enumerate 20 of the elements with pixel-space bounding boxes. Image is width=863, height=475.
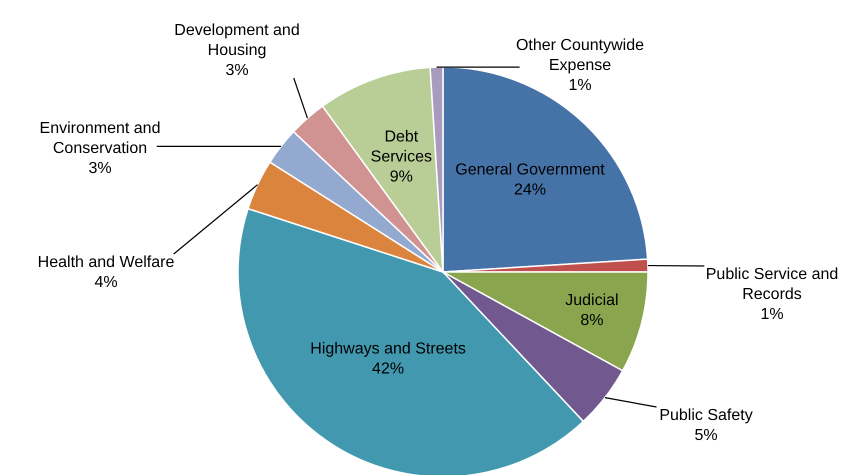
data-label: 4% — [94, 274, 118, 291]
data-label: 24% — [514, 181, 546, 198]
slice-label: Environment and Conservation — [40, 120, 160, 157]
data-label: 9% — [390, 168, 413, 186]
data-label: 3% — [88, 160, 112, 177]
slice-label: Development and Housing — [174, 22, 300, 59]
slice-label: Public Service and Records — [706, 266, 838, 303]
data-label: 3% — [225, 62, 249, 79]
data-label: 42% — [372, 360, 404, 378]
slice-label: Public Safety — [659, 407, 753, 424]
slice-label: Health and Welfare — [38, 254, 174, 271]
slice-label: Highways and Streets — [310, 340, 466, 358]
data-label: 8% — [580, 312, 604, 330]
slice-label: General Government — [455, 161, 606, 178]
data-label: 1% — [760, 306, 784, 323]
data-label: 5% — [694, 427, 718, 444]
slice-label: Other Countywide Expense — [516, 37, 644, 74]
data-label: 1% — [568, 77, 592, 94]
slice-label: Debt Services — [370, 128, 432, 166]
slice-label: Judicial — [565, 292, 619, 310]
